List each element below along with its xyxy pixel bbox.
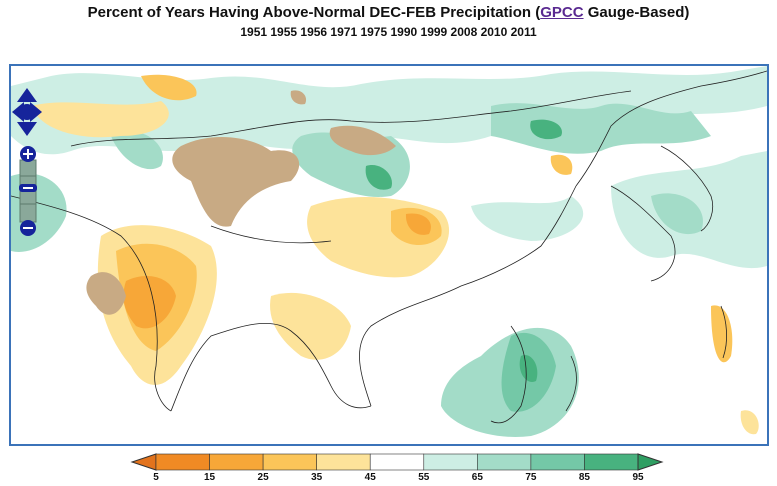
orange-se-spot [740, 410, 759, 435]
orange-china-inner [405, 213, 431, 235]
legend-tick-label: 35 [311, 472, 323, 483]
masked-tibet [172, 136, 300, 227]
orange-india-inner [123, 276, 176, 329]
masked-spot [290, 90, 307, 105]
slider-handle[interactable] [19, 184, 37, 192]
map-panel[interactable] [9, 64, 769, 446]
legend-arrow-above [637, 453, 664, 471]
orange-guam [711, 305, 733, 363]
green-south-china [471, 196, 584, 241]
orange-north-spot [141, 74, 197, 101]
legend-colorbar [130, 453, 664, 471]
legend-bin [209, 453, 264, 471]
legend-bin [530, 453, 585, 471]
green-band-east [491, 103, 711, 154]
legend-bin [369, 453, 425, 471]
green-spot-central [365, 165, 392, 190]
legend-bin [262, 453, 317, 471]
legend-tick-label: 15 [203, 472, 216, 483]
masked-takla [329, 125, 396, 156]
precipitation-map[interactable] [11, 66, 767, 444]
legend-bin [584, 453, 639, 471]
legend-tick-label: 95 [632, 472, 644, 483]
legend-bin [477, 453, 532, 471]
minus-icon[interactable] [20, 220, 36, 236]
borders-layer [11, 70, 767, 424]
zoom-bar[interactable] [18, 146, 38, 236]
legend-arrow-below [130, 453, 157, 471]
green-philippines-core [519, 355, 538, 382]
legend-tick-label: 45 [364, 472, 376, 483]
orange-korea [550, 154, 573, 175]
legend-tick-label: 75 [525, 472, 537, 483]
green-band-north [11, 66, 767, 155]
green-spot-east [530, 119, 562, 140]
gpcc-link[interactable]: GPCC [540, 4, 584, 21]
legend-tick-label: 65 [471, 472, 483, 483]
title-suffix: Gauge-Based) [583, 4, 690, 21]
legend-tick-label: 55 [418, 472, 430, 483]
legend-bin [155, 453, 210, 471]
map-title: Percent of Years Having Above-Normal DEC… [0, 4, 777, 21]
green-japan [651, 193, 703, 235]
title-prefix: Percent of Years Having Above-Normal DEC… [87, 4, 541, 21]
years-subtitle: 1951 1955 1956 1971 1975 1990 1999 2008 … [240, 25, 537, 39]
masked-thar [86, 272, 126, 315]
legend-bin [423, 453, 478, 471]
pan-arrows-icon[interactable] [10, 86, 44, 138]
orange-indochina [270, 292, 351, 360]
color-legend: 5 15 25 35 45 55 65 75 85 95 [130, 452, 664, 484]
orange-north-west [31, 101, 169, 138]
legend-tick-label: 85 [578, 472, 590, 483]
plus-icon[interactable] [20, 146, 36, 162]
legend-bin [316, 453, 371, 471]
legend-tick-label: 5 [153, 472, 159, 483]
green-west [111, 131, 163, 170]
legend-tick-label: 25 [257, 472, 269, 483]
